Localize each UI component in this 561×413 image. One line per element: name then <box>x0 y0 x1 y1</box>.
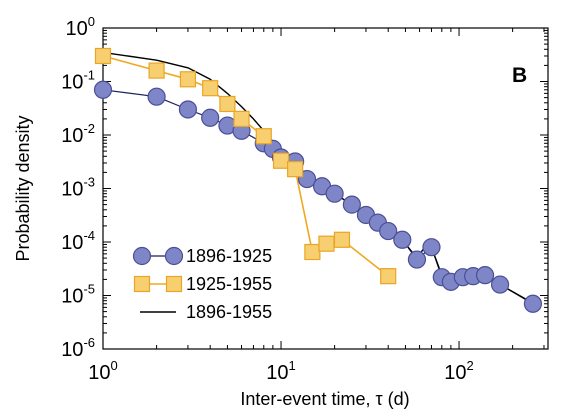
data-point-1925-1955 <box>148 62 165 79</box>
data-point-1896-1925 <box>422 238 441 257</box>
y-tick-label: 10-3 <box>61 175 95 201</box>
legend: 1896-1925 1925-1955 1896-1955 <box>132 246 272 322</box>
data-point-1896-1925 <box>379 221 398 241</box>
data-point-1896-1925 <box>201 108 220 127</box>
data-point-1925-1955 <box>333 231 351 248</box>
x-axis-title: Inter-event time, τ (d) <box>240 389 409 409</box>
legend-label: 1896-1955 <box>186 302 272 322</box>
plot-frame <box>102 27 549 350</box>
y-axis-title: Probability density <box>13 115 33 261</box>
legend-label: 1925-1955 <box>186 274 272 294</box>
data-point-1925-1955 <box>179 71 197 88</box>
data-point-1896-1925 <box>93 80 113 99</box>
data-point-1925-1955 <box>318 235 335 252</box>
data-point-1925-1955 <box>219 95 236 113</box>
x-tick-label: 102 <box>444 358 473 384</box>
data-point-1896-1925 <box>325 184 344 203</box>
data-point-1925-1955 <box>380 268 397 285</box>
data-point-1896-1925 <box>490 275 510 294</box>
y-tick-label: 10-5 <box>61 282 95 308</box>
y-tick-label: 10-6 <box>61 335 95 361</box>
data-point-1896-1925 <box>407 250 427 269</box>
legend-marker-square <box>165 275 183 293</box>
y-tick-label: 10-2 <box>61 121 95 147</box>
data-point-1896-1925 <box>342 195 361 214</box>
tick-labels: 100 101 102 100 10-1 10-2 10-3 10-4 10-5 10-6 <box>61 14 474 384</box>
y-tick-label: 100 <box>66 14 95 40</box>
panel-label: B <box>512 64 527 87</box>
x-tick-label: 100 <box>88 358 117 384</box>
data-point-1925-1955 <box>304 243 321 261</box>
x-tick-label: 101 <box>266 358 295 384</box>
data-point-1896-1925 <box>393 230 412 249</box>
data-point-1925-1955 <box>94 47 112 65</box>
axis-ticks <box>102 27 548 350</box>
data-point-1925-1955 <box>202 80 219 97</box>
data-point-1896-1925 <box>178 100 198 119</box>
series-1896-1955-line <box>102 51 534 304</box>
legend-marker-circle <box>132 246 152 266</box>
data-point-1925-1955 <box>255 128 272 145</box>
y-tick-label: 10-1 <box>61 68 95 94</box>
data-point-1925-1955 <box>233 110 250 127</box>
y-tick-label: 10-4 <box>61 228 95 254</box>
legend-marker-square <box>133 275 151 293</box>
data-point-1925-1955 <box>272 152 290 169</box>
data-point-1896-1925 <box>475 266 495 285</box>
legend-marker-circle <box>164 246 184 266</box>
series-layer <box>93 47 543 313</box>
data-point-1925-1955 <box>287 161 304 178</box>
data-point-1896-1925 <box>523 294 543 313</box>
data-point-1896-1925 <box>147 87 166 106</box>
legend-label: 1896-1925 <box>186 246 272 266</box>
